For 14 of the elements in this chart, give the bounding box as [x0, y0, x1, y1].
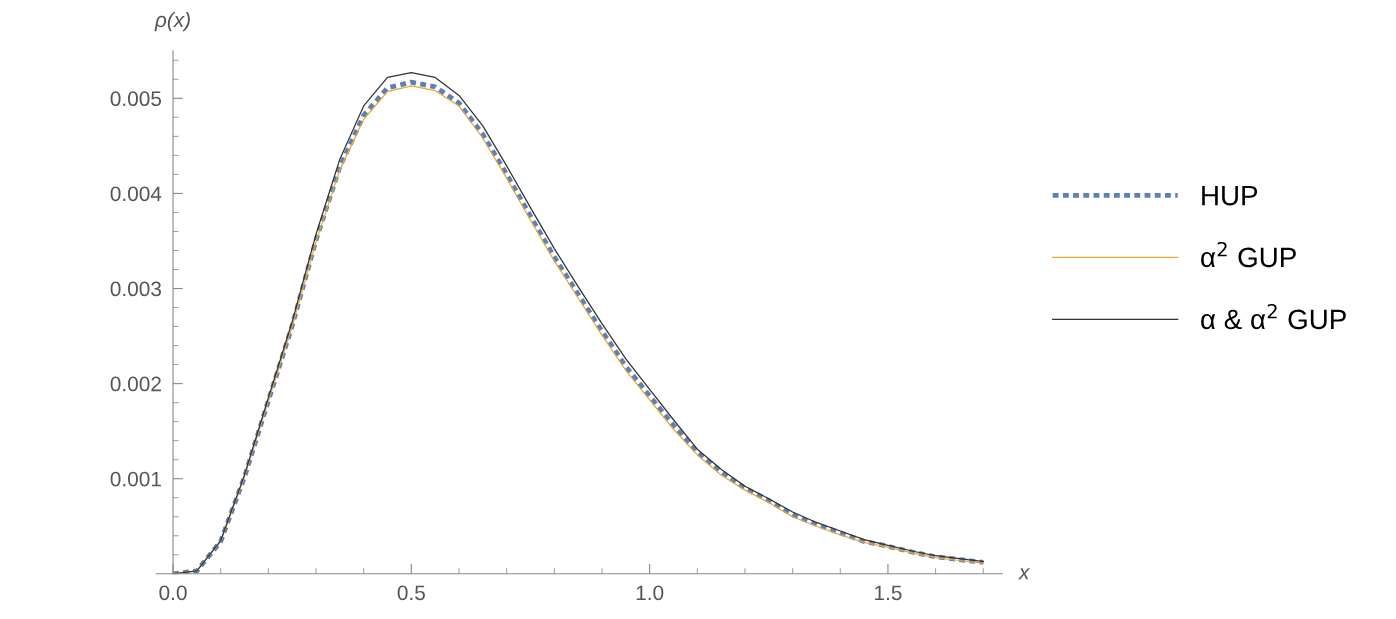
y-tick-label: 0.002: [110, 376, 161, 392]
x-axis-title: x: [1018, 568, 1031, 580]
y-tick-label: 0.003: [110, 281, 162, 297]
x-tick-label: 0.0: [159, 585, 187, 601]
x-tick-label: 1.5: [875, 585, 902, 601]
x-tick-label: 1.0: [636, 585, 664, 601]
y-axis-title: ρ(x): [154, 11, 190, 32]
y-tick-label: 0.001: [110, 471, 161, 487]
x-tick-label: 0.5: [397, 585, 425, 601]
legend-label: HUP: [1202, 186, 1258, 206]
legend-label: α & α$^{2}$ GUP: [1201, 303, 1346, 330]
y-tick-label: 0.005: [110, 91, 162, 107]
y-tick-label: 0.004: [110, 186, 162, 202]
legend-label: α$^{2}$ GUP: [1201, 241, 1296, 268]
